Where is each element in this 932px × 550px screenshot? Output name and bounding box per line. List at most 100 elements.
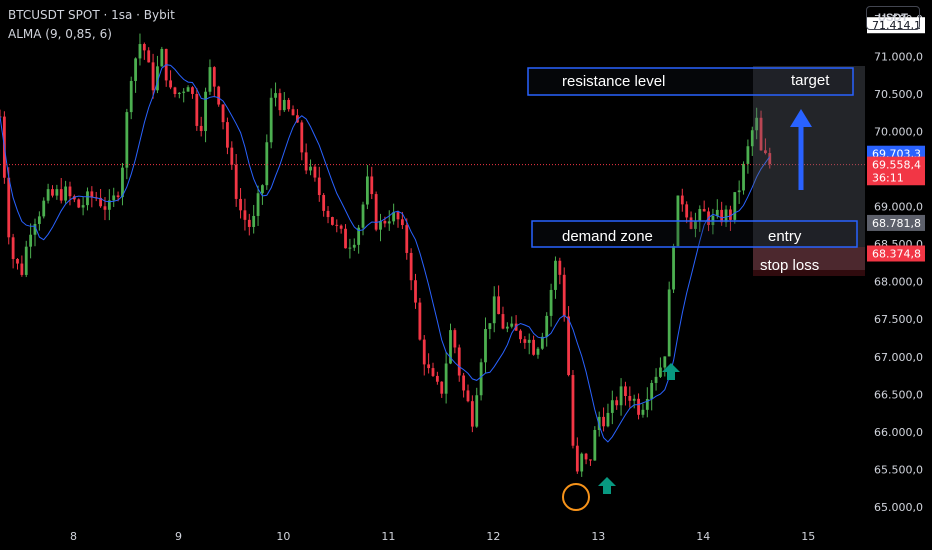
candle-body	[326, 210, 330, 218]
price-label-bg	[867, 169, 925, 186]
candle-body	[527, 339, 531, 343]
candle-body	[449, 330, 452, 364]
candle-body	[532, 339, 535, 355]
target-arrow-icon	[790, 109, 812, 190]
candle-body	[562, 274, 566, 317]
candle-body	[300, 122, 304, 153]
candle-body	[221, 104, 225, 123]
candle-body	[86, 191, 89, 206]
candle-body	[261, 185, 264, 194]
candle-body	[624, 386, 627, 396]
candle-body	[142, 44, 146, 51]
candle-body	[99, 197, 102, 207]
candle-body	[265, 142, 269, 186]
price-label: 68.374,8	[872, 248, 921, 261]
candle-body	[615, 400, 619, 406]
candle-body	[374, 194, 378, 230]
demand-label: demand zone	[562, 228, 653, 245]
candle-body	[309, 166, 312, 171]
price-axis: 65.000,0 65.500,0 66.000,0 66.500,0 67.000,0…	[874, 13, 923, 514]
price-label: 71.414,1	[872, 19, 921, 32]
x-tick-label: 11	[381, 530, 395, 543]
candle-body	[505, 326, 509, 329]
up-arrow-icon	[662, 363, 680, 380]
candle-body	[733, 192, 737, 220]
candle-body	[129, 80, 133, 113]
candles-layer	[0, 33, 772, 477]
candle-body	[470, 401, 474, 427]
candle-body	[702, 209, 706, 212]
candle-body	[204, 91, 207, 132]
candle-body	[121, 167, 124, 198]
x-tick-label: 8	[70, 530, 77, 543]
resistance-label: resistance level	[562, 73, 665, 90]
candle-body	[484, 329, 487, 363]
candle-body	[645, 399, 649, 410]
candle-body	[16, 258, 19, 264]
candle-body	[685, 204, 689, 218]
candle-body	[457, 347, 461, 376]
candle-body	[226, 122, 229, 148]
candle-body	[606, 412, 610, 427]
currency-button[interactable]: USDT	[866, 6, 920, 30]
candle-body	[641, 409, 645, 415]
resistance-box	[527, 67, 854, 96]
x-tick-label: 13	[591, 530, 605, 543]
candle-body	[689, 217, 693, 229]
candle-body	[444, 363, 448, 394]
y-tick-label: 65.000,0	[874, 501, 923, 514]
indicator-legend[interactable]: ALMA (9, 0,85, 6)	[8, 27, 112, 41]
candle-body	[479, 362, 483, 396]
candle-body	[256, 193, 260, 216]
x-tick-label: 12	[486, 530, 500, 543]
candle-body	[545, 315, 549, 337]
candle-body	[593, 429, 597, 461]
candle-body	[243, 210, 247, 220]
candle-body	[151, 62, 155, 91]
candle-body	[134, 58, 137, 81]
candle-body	[396, 212, 400, 220]
candle-body	[339, 225, 343, 229]
candle-body	[138, 44, 142, 59]
candle-body	[453, 330, 457, 348]
candle-body	[628, 395, 632, 401]
candle-body	[400, 219, 404, 226]
candle-body	[147, 50, 151, 63]
x-tick-label: 14	[696, 530, 710, 543]
candle-body	[387, 221, 391, 224]
candle-body	[431, 368, 435, 376]
candle-body	[90, 191, 94, 198]
candle-body	[654, 376, 658, 383]
candle-body	[383, 220, 387, 224]
candle-body	[59, 189, 63, 201]
price-label-bg	[867, 245, 925, 262]
candle-body	[42, 200, 46, 217]
candle-body	[37, 216, 41, 224]
candle-body	[558, 260, 562, 275]
candle-body	[348, 247, 352, 249]
target-zone	[753, 66, 865, 270]
symbol-title[interactable]: BTCUSDT SPOT · 1sa · Bybit	[8, 8, 175, 22]
candle-body	[571, 375, 575, 446]
candle-body	[422, 339, 426, 365]
candle-body	[764, 150, 767, 154]
candle-body	[663, 356, 667, 368]
candle-body	[208, 67, 212, 92]
price-label: 36:11	[872, 171, 904, 184]
candle-body	[81, 205, 85, 208]
candle-body	[580, 453, 584, 472]
candle-body	[331, 217, 334, 225]
stoploss-zone	[753, 247, 865, 276]
candle-body	[156, 66, 159, 91]
candle-body	[169, 80, 172, 88]
y-tick-label: 70.500,0	[874, 88, 923, 101]
candle-body	[414, 280, 417, 303]
candle-body	[540, 336, 544, 349]
candle-body	[724, 209, 728, 223]
time-axis: 8 9 10 11 12 13 14 15	[70, 530, 815, 543]
candle-body	[317, 177, 321, 196]
candle-body	[737, 190, 741, 193]
candle-body	[768, 153, 772, 164]
target-label: target	[791, 72, 830, 89]
